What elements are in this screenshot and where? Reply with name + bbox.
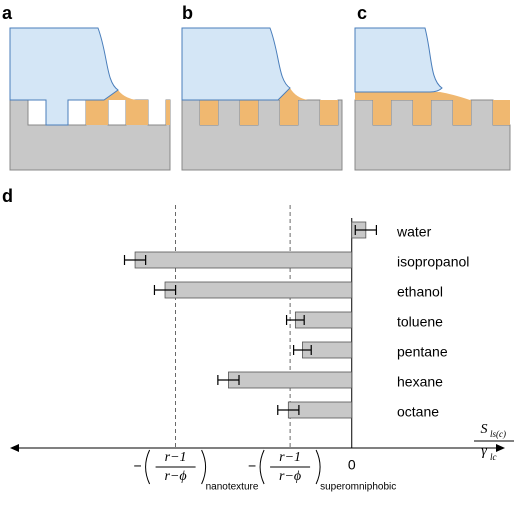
panel-label: c [357,3,367,23]
tick-numerator: r−1 [165,450,187,465]
figure: a b c d − r−1 r−ϕ nanotexture − r−1 r−ϕ superom… [0,0,520,515]
tick-minus: − [248,458,256,474]
category-label: isopropanol [397,254,469,270]
bar [135,252,352,268]
panel-label: a [2,3,13,23]
category-label: ethanol [397,284,443,300]
panel-label: b [182,3,193,23]
tick-minus: − [133,458,141,474]
x-label-den-sub: lc [490,452,497,462]
tick-subscript: nanotexture [206,482,259,493]
tick-numerator: r−1 [279,450,301,465]
panel-b-diagram [182,28,342,170]
category-label: water [396,224,432,240]
tick-subscript: superomniphobic [320,482,396,493]
bar [165,282,352,298]
tick-denominator: r−ϕ [279,469,301,484]
category-label: toluene [397,314,443,330]
x-label-num: S [481,422,488,437]
x-label-den: γ [481,444,487,459]
chart: − r−1 r−ϕ nanotexture − r−1 r−ϕ superomniphobic… [10,205,514,493]
category-label: pentane [397,344,448,360]
x-tick-label: 0 [348,457,356,473]
panel-a-diagram [10,28,170,170]
panel-c-diagram [355,28,510,170]
category-label: octane [397,404,439,420]
bar [228,372,351,388]
x-label-num-sub: ls(c) [490,429,506,439]
panel-label: d [2,186,13,206]
category-label: hexane [397,374,443,390]
tick-denominator: r−ϕ [165,469,187,484]
